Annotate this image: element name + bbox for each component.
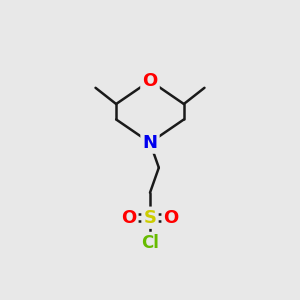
Text: S: S xyxy=(143,209,157,227)
Text: N: N xyxy=(142,134,158,152)
Text: O: O xyxy=(121,209,136,227)
Text: O: O xyxy=(164,209,179,227)
Text: O: O xyxy=(142,72,158,90)
Text: Cl: Cl xyxy=(141,234,159,252)
